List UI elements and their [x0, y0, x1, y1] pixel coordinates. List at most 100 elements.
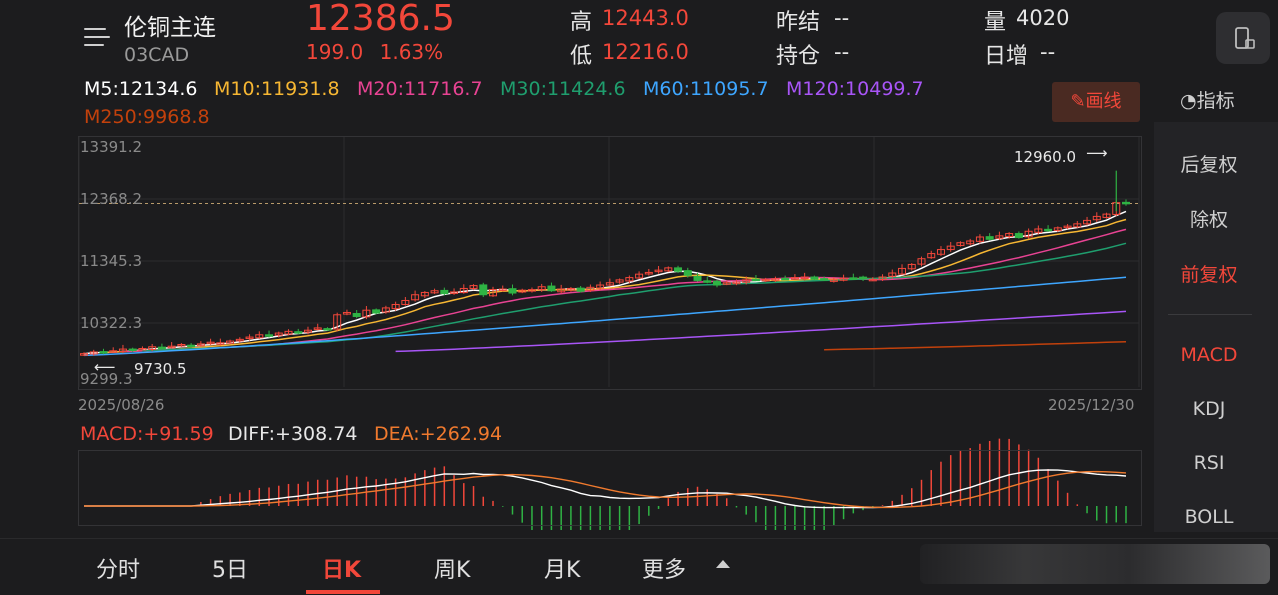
candle-body [187, 344, 196, 348]
side-item-boll[interactable]: BOLL [1184, 506, 1234, 528]
candle-body [323, 328, 332, 331]
candle-body [956, 242, 965, 246]
candle-body [761, 278, 770, 282]
daily-increase-label: 日增 [984, 44, 1029, 69]
side-item-kdj[interactable]: KDJ [1192, 398, 1226, 420]
ma120-label: M120:10499.7 [786, 78, 924, 100]
candle-body [586, 286, 595, 291]
high-value: 12443.0 [602, 6, 689, 30]
side-item-macd[interactable]: MACD [1180, 344, 1238, 366]
candle-body [274, 332, 283, 336]
candle-body [479, 284, 488, 296]
candle-body [128, 348, 137, 352]
candle-body [527, 289, 536, 292]
caret-up-icon[interactable] [716, 560, 730, 568]
candle-body [781, 277, 790, 281]
candle-body [206, 341, 215, 345]
y-tick-label: 12368.2 [80, 190, 143, 208]
candle-body [722, 282, 731, 285]
menu-icon[interactable] [84, 26, 110, 48]
draw-line-button[interactable]: ✎画线 [1052, 82, 1140, 122]
candle-body [703, 280, 712, 283]
candle-body [849, 277, 858, 280]
open-interest-value: -- [834, 40, 850, 64]
candle-body [907, 263, 916, 270]
candle-body [89, 351, 98, 355]
landscape-toggle-button[interactable] [1216, 12, 1270, 64]
candle-body [576, 287, 585, 292]
ma60-line [83, 276, 1127, 357]
instrument-code: 03CAD [124, 44, 190, 66]
side-panel [1154, 122, 1278, 532]
ma250-label: M250:9968.8 [84, 106, 210, 128]
draw-line-label: 画线 [1085, 91, 1122, 112]
candle-body [411, 294, 420, 301]
tab-more[interactable]: 更多 [642, 558, 687, 583]
candle-body [245, 336, 254, 340]
candle-body [216, 342, 225, 345]
candle-body [430, 290, 439, 294]
start-date-label: 2025/08/26 [78, 396, 165, 414]
gauge-icon: ◔ [1180, 90, 1197, 112]
volume-value: 4020 [1016, 6, 1070, 30]
macd-value-label: MACD:+91.59 [80, 423, 214, 445]
price-change: 199.0 1.63% [306, 40, 443, 64]
candle-body [177, 344, 186, 347]
candle-body [995, 235, 1004, 239]
indicator-label: 指标 [1196, 90, 1235, 112]
candle-body [342, 311, 351, 315]
kline-chart[interactable] [0, 0, 1150, 530]
candle-body [654, 269, 663, 273]
phone-rotate-icon [1235, 27, 1255, 49]
end-date-label: 2025/12/30 [1048, 396, 1135, 414]
ma10-line [103, 218, 1127, 354]
candle-body [255, 334, 264, 339]
candle-body [459, 287, 468, 294]
candle-body [1102, 213, 1111, 218]
candle-body [138, 348, 147, 351]
candle-body [936, 249, 945, 255]
candle-body [859, 276, 868, 280]
tab-5day[interactable]: 5日 [212, 558, 248, 583]
tab-weekly-k[interactable]: 周K [434, 558, 471, 583]
indicator-button[interactable]: ◔指标 [1180, 86, 1235, 113]
change-value: 199.0 [306, 40, 364, 64]
candle-body [664, 267, 673, 272]
dea-value-label: DEA:+262.94 [374, 423, 503, 445]
candle-body [1014, 233, 1023, 239]
candle-body [966, 240, 975, 245]
side-item-rsi[interactable]: RSI [1193, 452, 1225, 474]
candle-body [917, 258, 926, 265]
side-item-back-adjust[interactable]: 后复权 [1180, 154, 1238, 176]
candle-body [518, 289, 527, 293]
candle-body [391, 303, 400, 310]
tab-daily-k[interactable]: 日K [322, 558, 362, 583]
candle-body [1073, 223, 1082, 228]
candle-body [196, 343, 205, 347]
candle-body [771, 278, 780, 281]
open-interest-label: 持仓 [776, 44, 821, 69]
candle-body [235, 338, 244, 342]
active-tab-indicator [306, 590, 380, 594]
ma30-label: M30:11424.6 [500, 78, 626, 100]
candle-body [1044, 228, 1053, 232]
y-tick-label: 9299.3 [80, 370, 133, 388]
dea-line [84, 470, 1127, 509]
candle-body [1024, 230, 1033, 238]
max-arrow-icon: ⟶ [1086, 144, 1108, 162]
bottom-tab-bar [0, 538, 1278, 595]
candle-body [790, 277, 799, 280]
candle-body [381, 307, 390, 313]
tab-monthly-k[interactable]: 月K [544, 558, 581, 583]
candle-body [975, 236, 984, 242]
candle-body [839, 277, 848, 281]
y-tick-label: 10322.3 [80, 314, 143, 332]
candle-body [537, 286, 546, 291]
candle-body [313, 327, 322, 330]
tab-intraday[interactable]: 分时 [96, 558, 141, 583]
side-item-forward-adjust[interactable]: 前复权 [1180, 264, 1238, 286]
side-item-ex-rights[interactable]: 除权 [1189, 209, 1228, 231]
change-percent: 1.63% [379, 40, 444, 64]
diff-line [84, 469, 1127, 509]
candle-body [469, 285, 478, 289]
